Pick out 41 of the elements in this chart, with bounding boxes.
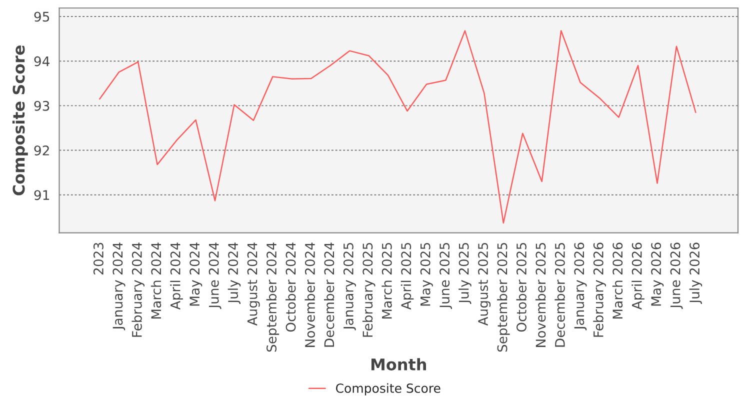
x-tick-label: March 2025 [382, 242, 392, 319]
x-tick-label: May 2024 [190, 242, 202, 306]
x-tick-label: July 2026 [689, 242, 702, 304]
legend-label: Composite Score [336, 383, 440, 396]
x-tick-label: April 2026 [632, 242, 644, 310]
x-tick-label: January 2025 [343, 242, 356, 330]
x-tick-label: May 2026 [651, 242, 664, 306]
x-tick-label: March 2024 [150, 242, 162, 319]
x-tick-label: February 2025 [362, 242, 376, 337]
x-tick-label: December 2025 [554, 242, 565, 347]
x-tick-label: December 2024 [324, 242, 334, 347]
x-tick-label: October 2024 [286, 242, 296, 332]
x-tick-label: June 2026 [670, 242, 683, 310]
x-tick-label: September 2024 [266, 242, 280, 352]
y-tick-label: 93 [34, 100, 50, 111]
x-axis-title: Month [371, 358, 426, 370]
x-tick-label: February 2024 [132, 242, 144, 337]
y-tick-label: 92 [34, 146, 49, 156]
x-tick-label: May 2025 [420, 242, 433, 306]
y-tick-label: 94 [34, 56, 50, 66]
x-tick-label: August 2024 [247, 242, 260, 326]
x-tick-label: August 2025 [478, 242, 491, 326]
y-tick-label: 91 [34, 190, 50, 200]
x-tick-label: October 2025 [516, 242, 526, 332]
x-tick-label: January 2026 [574, 242, 587, 330]
x-tick-label: November 2024 [304, 242, 315, 347]
y-tick-label: 95 [34, 12, 50, 22]
x-tick-label: January 2024 [112, 242, 126, 330]
x-tick-label: April 2024 [170, 242, 183, 310]
x-tick-label: February 2026 [593, 242, 606, 337]
x-tick-label: June 2025 [440, 242, 452, 310]
x-tick-label: March 2026 [612, 242, 623, 319]
x-tick-label: April 2025 [400, 242, 414, 310]
y-axis-title: Composite Score [12, 45, 28, 196]
x-tick-label: 2023 [93, 242, 104, 274]
x-tick-label: November 2025 [535, 242, 546, 347]
x-tick-label: June 2024 [208, 242, 222, 310]
line-series [99, 30, 696, 224]
x-tick-label: September 2025 [497, 242, 510, 352]
x-tick-label: July 2024 [228, 242, 241, 304]
x-tick-label: July 2025 [458, 242, 472, 304]
